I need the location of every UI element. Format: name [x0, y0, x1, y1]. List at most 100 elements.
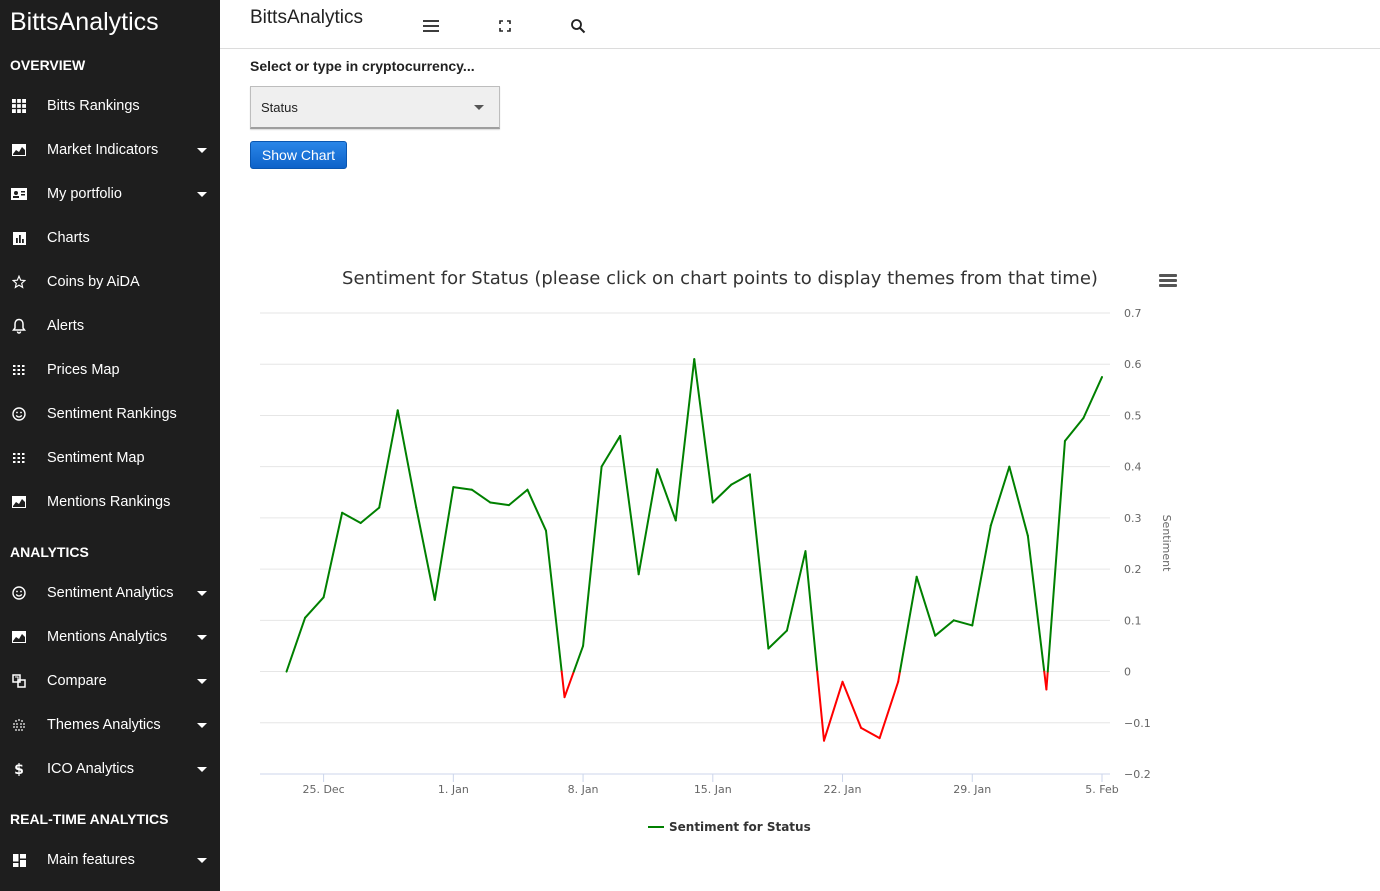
data-point[interactable]: [616, 432, 624, 440]
fullscreen-icon[interactable]: [495, 16, 515, 36]
data-point[interactable]: [1005, 463, 1013, 471]
data-point[interactable]: [857, 724, 865, 732]
data-point[interactable]: [968, 621, 976, 629]
data-point[interactable]: [579, 642, 587, 650]
sidebar-item-compare[interactable]: Compare: [0, 661, 220, 701]
series-line-segment: [545, 529, 563, 673]
chart-menu-icon[interactable]: [1159, 274, 1179, 290]
sidebar-item-main-features[interactable]: Main features: [0, 840, 220, 880]
series-line-segment: [526, 488, 547, 532]
data-point[interactable]: [1042, 685, 1050, 693]
data-point[interactable]: [375, 504, 383, 512]
data-point[interactable]: [653, 465, 661, 473]
show-chart-button[interactable]: Show Chart: [250, 141, 347, 169]
sidebar-item-mentions-analytics[interactable]: Mentions Analytics: [0, 617, 220, 657]
chevron-down-icon: [197, 590, 207, 596]
data-point[interactable]: [505, 501, 513, 509]
data-point[interactable]: [449, 483, 457, 491]
data-point[interactable]: [486, 499, 494, 507]
sidebar-item-charts[interactable]: Charts: [0, 218, 220, 258]
data-point[interactable]: [1098, 373, 1106, 381]
sidebar-item-sentiment-map[interactable]: Sentiment Map: [0, 438, 220, 478]
series-line-segment: [560, 670, 566, 699]
sidebar-item-sentiment-rankings[interactable]: Sentiment Rankings: [0, 394, 220, 434]
data-point[interactable]: [727, 481, 735, 489]
series-line-segment: [1046, 440, 1066, 673]
sidebar-item-alerts[interactable]: Alerts: [0, 306, 220, 346]
data-point[interactable]: [801, 547, 809, 555]
sidebar-item-ico-analytics[interactable]: $ ICO Analytics: [0, 749, 220, 789]
data-point[interactable]: [301, 614, 309, 622]
sidebar-item-market-indicators[interactable]: Market Indicators: [0, 130, 220, 170]
series-line-segment: [730, 473, 751, 486]
sidebar-item-coins-by-aida[interactable]: Coins by AiDA: [0, 262, 220, 302]
data-point[interactable]: [987, 522, 995, 530]
data-point[interactable]: [1061, 437, 1069, 445]
series-line-segment: [507, 488, 529, 507]
data-point[interactable]: [412, 504, 420, 512]
chart-legend[interactable]: Sentiment for Status: [648, 820, 811, 834]
grid-icon: [11, 98, 27, 114]
top-bar: BittsAnalytics: [220, 0, 1380, 49]
data-point[interactable]: [338, 509, 346, 517]
area-chart-icon: [11, 142, 27, 158]
data-point[interactable]: [764, 645, 772, 653]
data-point[interactable]: [913, 573, 921, 581]
sidebar-item-label: Alerts: [47, 318, 85, 334]
data-point[interactable]: [709, 499, 717, 507]
chevron-down-icon: [197, 766, 207, 772]
series-line-segment: [378, 409, 399, 509]
sidebar-item-label: Mentions Rankings: [47, 494, 171, 510]
data-point[interactable]: [894, 678, 902, 686]
sidebar-item-mentions-rankings[interactable]: Mentions Rankings: [0, 482, 220, 522]
sidebar-item-my-portfolio[interactable]: My portfolio: [0, 174, 220, 214]
menu-icon[interactable]: [421, 16, 441, 36]
data-point[interactable]: [320, 593, 328, 601]
series-line-segment: [1008, 465, 1029, 537]
sidebar-item-sentiment-analytics[interactable]: Sentiment Analytics: [0, 573, 220, 613]
data-point[interactable]: [357, 519, 365, 527]
data-point[interactable]: [542, 527, 550, 535]
series-line-segment: [470, 488, 492, 504]
sidebar-item-bitts-rankings[interactable]: Bitts Rankings: [0, 86, 220, 126]
data-point[interactable]: [690, 355, 698, 363]
data-point[interactable]: [783, 627, 791, 635]
data-point[interactable]: [283, 668, 291, 676]
search-icon[interactable]: [568, 16, 588, 36]
data-point[interactable]: [1024, 532, 1032, 540]
series-line-segment: [582, 465, 603, 647]
y-tick-label: 0.3: [1124, 512, 1142, 525]
data-point[interactable]: [950, 616, 958, 624]
data-point[interactable]: [394, 406, 402, 414]
data-point[interactable]: [431, 596, 439, 604]
sidebar-item-prices-map[interactable]: Prices Map: [0, 350, 220, 390]
data-point[interactable]: [468, 486, 476, 494]
data-point[interactable]: [635, 570, 643, 578]
dots-grid-icon: [11, 362, 27, 378]
data-point[interactable]: [672, 516, 680, 524]
data-point[interactable]: [931, 632, 939, 640]
data-point[interactable]: [1079, 414, 1087, 422]
bell-icon: [11, 318, 27, 334]
data-point[interactable]: [820, 737, 828, 745]
series-line-segment: [841, 680, 863, 729]
series-line-segment: [322, 511, 344, 599]
y-tick-label: 0.7: [1124, 307, 1142, 320]
brand-title[interactable]: BittsAnalytics: [10, 8, 159, 36]
x-tick-label: 25. Dec: [302, 783, 344, 796]
sidebar-item-label: Bitts Rankings: [47, 98, 140, 114]
y-tick-label: 0.5: [1124, 409, 1142, 422]
series-line-segment: [878, 680, 900, 740]
sidebar-item-label: Sentiment Map: [47, 450, 145, 466]
data-point[interactable]: [746, 470, 754, 478]
data-point[interactable]: [839, 678, 847, 686]
data-point[interactable]: [523, 486, 531, 494]
crypto-select[interactable]: Status: [250, 86, 500, 129]
data-point[interactable]: [876, 734, 884, 742]
y-tick-label: −0.1: [1124, 717, 1151, 730]
sidebar-item-themes-analytics[interactable]: Themes Analytics: [0, 705, 220, 745]
data-point[interactable]: [598, 463, 606, 471]
series-line-segment: [748, 473, 770, 650]
data-point[interactable]: [561, 693, 569, 701]
series-line-segment: [433, 486, 455, 601]
